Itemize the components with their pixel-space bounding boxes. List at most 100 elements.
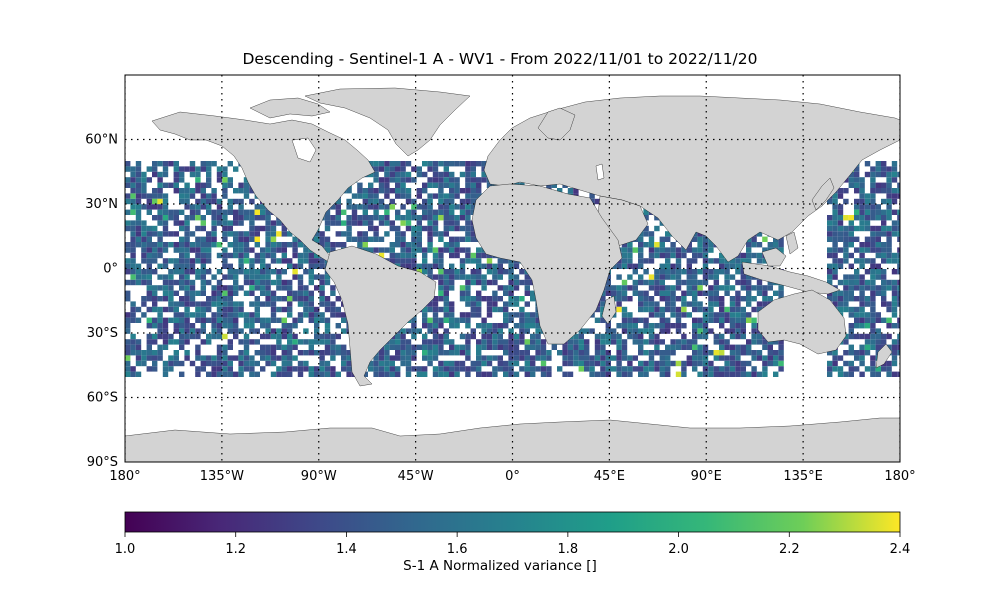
variance-cell [843, 296, 849, 302]
variance-cell [287, 312, 293, 318]
variance-cell [605, 360, 611, 367]
variance-cell [427, 204, 433, 210]
variance-cell [281, 371, 287, 377]
variance-cell [881, 220, 887, 226]
variance-cell [756, 242, 763, 248]
variance-cell [330, 350, 336, 356]
variance-cell [373, 198, 379, 205]
variance-cell [589, 193, 595, 199]
variance-cell [378, 371, 385, 377]
variance-cell [276, 344, 282, 350]
variance-cell [476, 193, 482, 199]
variance-cell [346, 220, 352, 226]
variance-cell [146, 225, 152, 232]
variance-cell [438, 269, 444, 275]
variance-cell [454, 220, 460, 226]
variance-cell [395, 366, 401, 372]
variance-cell [179, 225, 185, 232]
variance-cell [270, 328, 277, 334]
variance-cell [648, 355, 655, 361]
variance-cell [881, 231, 887, 237]
variance-cell [130, 166, 136, 172]
variance-cell [378, 220, 385, 226]
variance-cell [130, 171, 136, 178]
variance-cell [654, 247, 660, 253]
variance-cell [184, 333, 190, 340]
variance-cell [265, 247, 271, 253]
variance-cell [211, 301, 217, 307]
variance-cell [686, 339, 692, 345]
variance-cell [184, 193, 190, 199]
variance-cell [702, 317, 709, 323]
variance-cell [681, 306, 687, 313]
variance-cell [416, 215, 422, 221]
variance-cell [130, 258, 136, 264]
variance-cell [724, 371, 730, 377]
variance-cell [497, 296, 503, 302]
variance-cell [206, 247, 212, 253]
variance-cell [168, 258, 174, 264]
variance-cell [524, 290, 530, 296]
variance-cell [443, 171, 449, 178]
variance-cell [675, 258, 682, 264]
variance-cell [384, 215, 390, 221]
variance-cell [416, 231, 422, 237]
variance-cell [243, 242, 250, 248]
variance-cell [870, 323, 876, 329]
variance-cell [756, 355, 763, 361]
variance-cell [281, 333, 287, 340]
variance-cell [832, 258, 838, 264]
variance-cell [859, 371, 865, 377]
variance-cell [287, 333, 293, 340]
variance-cell [216, 290, 223, 296]
variance-cell [702, 274, 709, 280]
variance-cell [540, 339, 547, 345]
variance-cell [740, 350, 746, 356]
variance-cell [497, 263, 503, 269]
variance-cell [146, 296, 152, 302]
variance-cell [173, 171, 179, 178]
variance-cell [216, 285, 223, 291]
variance-cell [503, 258, 509, 264]
variance-cell [368, 171, 374, 178]
variance-cell [702, 247, 709, 253]
variance-cell [692, 339, 698, 345]
variance-cell [773, 236, 779, 242]
variance-cell [395, 215, 401, 221]
variance-cell [886, 306, 892, 313]
variance-cell [227, 328, 233, 334]
variance-cell [621, 366, 628, 372]
variance-cell [513, 296, 520, 302]
variance-cell [605, 323, 611, 329]
variance-cell [681, 333, 687, 340]
variance-cell [389, 171, 395, 178]
variance-cell [476, 323, 482, 329]
variance-cell [351, 209, 358, 215]
variance-cell [746, 371, 752, 377]
variance-cell [870, 209, 876, 215]
variance-cell [513, 371, 520, 377]
variance-cell [341, 209, 347, 215]
variance-cell [859, 274, 865, 280]
variance-cell [395, 225, 401, 232]
variance-cell [162, 198, 169, 205]
variance-cell [740, 323, 746, 329]
variance-cell [708, 269, 714, 275]
variance-cell [157, 344, 163, 350]
variance-cell [654, 350, 660, 356]
variance-cell [740, 333, 746, 340]
variance-cell [319, 360, 325, 367]
variance-cell [659, 312, 665, 318]
variance-cell [211, 231, 217, 237]
variance-cell [384, 371, 390, 377]
variance-cell [870, 290, 876, 296]
variance-cell [233, 242, 239, 248]
variance-cell [454, 366, 460, 372]
variance-cell [422, 198, 428, 205]
variance-cell [173, 220, 179, 226]
variance-cell [432, 274, 439, 280]
variance-cell [432, 301, 439, 307]
variance-cell [303, 350, 309, 356]
variance-cell [443, 220, 449, 226]
variance-cell [886, 198, 892, 205]
